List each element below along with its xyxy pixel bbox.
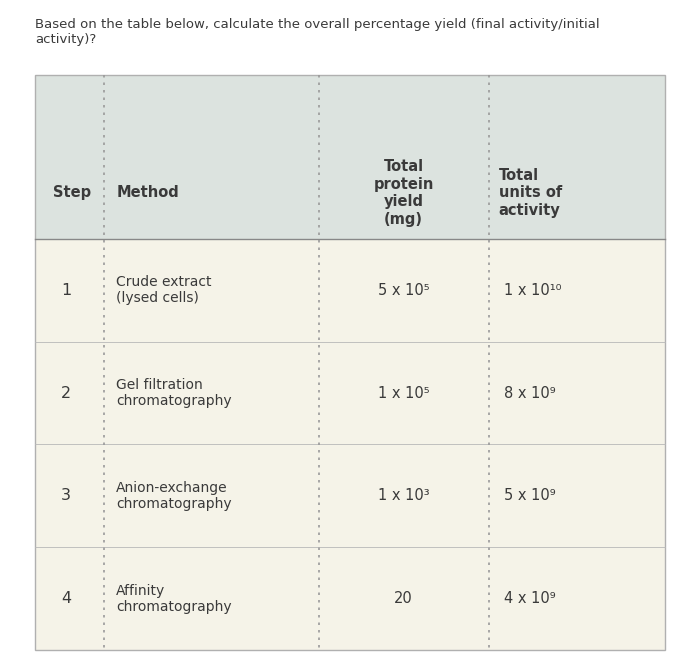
Bar [35,75,665,239]
Text: Based on the table below, calculate the overall percentage yield (final activity: Based on the table below, calculate the … [35,18,600,46]
Text: 5 x 10⁹: 5 x 10⁹ [503,488,555,503]
Bar [35,444,665,547]
Text: 5 x 10⁵: 5 x 10⁵ [378,283,429,298]
Text: Method: Method [116,186,179,200]
Text: 4: 4 [61,591,71,606]
Text: 1 x 10⁵: 1 x 10⁵ [378,386,429,400]
Text: 1 x 10¹⁰: 1 x 10¹⁰ [503,283,561,298]
Text: Crude extract
(lysed cells): Crude extract (lysed cells) [116,275,212,306]
Text: 20: 20 [394,591,413,606]
Bar [35,239,665,342]
Text: Step: Step [53,186,91,200]
Text: Anion-exchange
chromatography: Anion-exchange chromatography [116,481,232,511]
Bar [35,75,665,650]
Text: 1 x 10³: 1 x 10³ [378,488,429,503]
Text: 1: 1 [61,283,71,298]
Text: 3: 3 [61,488,71,503]
Text: Affinity
chromatography: Affinity chromatography [116,583,232,613]
Bar [35,547,665,650]
Text: Total
units of
activity: Total units of activity [498,168,562,218]
Text: 8 x 10⁹: 8 x 10⁹ [503,386,555,400]
Text: 4 x 10⁹: 4 x 10⁹ [503,591,555,606]
Text: Gel filtration
chromatography: Gel filtration chromatography [116,378,232,408]
Text: 2: 2 [61,386,71,400]
Text: Total
protein
yield
(mg): Total protein yield (mg) [373,159,434,226]
Bar [35,342,665,444]
